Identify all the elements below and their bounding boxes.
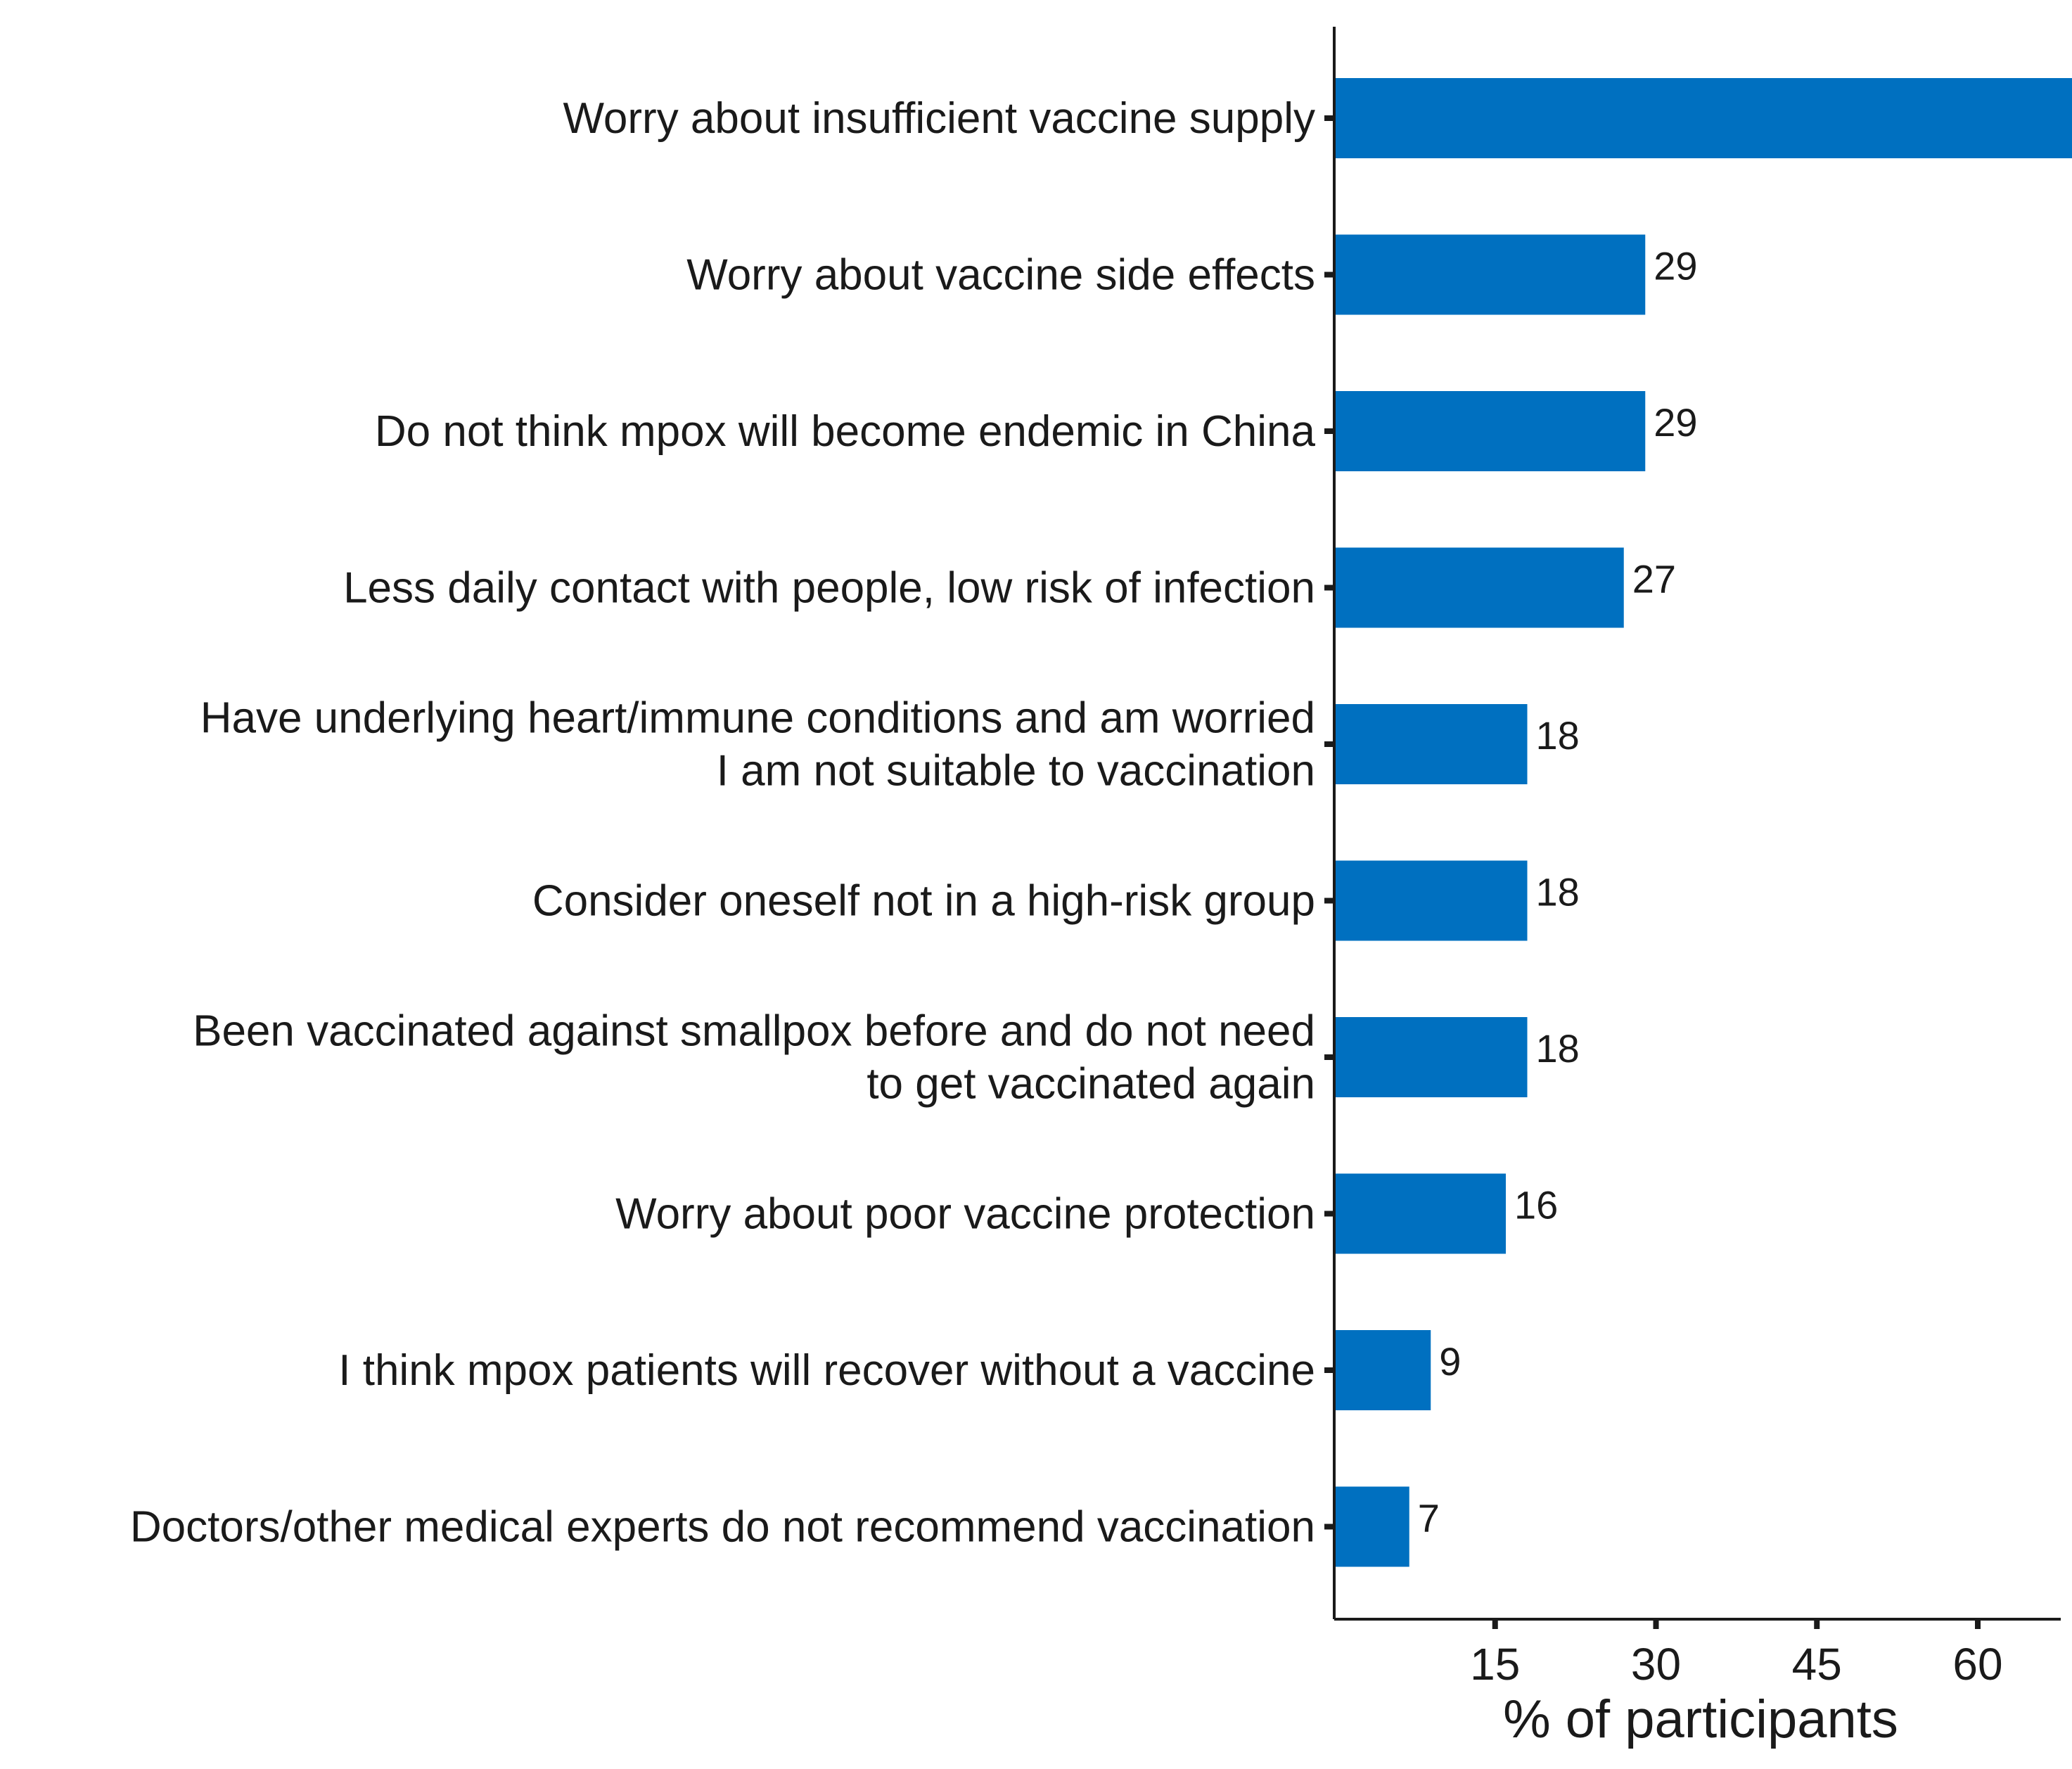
- value-label-4: 27: [1632, 557, 1676, 601]
- category-label-5: Have underlying heart/immune conditions …: [200, 694, 1315, 796]
- value-label-9: 9: [1439, 1339, 1461, 1384]
- bar-7: [1334, 1017, 1528, 1097]
- category-label-10: Doctors/other medical experts do not rec…: [130, 1503, 1315, 1552]
- category-label-8: Worry about poor vaccine protection: [615, 1190, 1315, 1239]
- value-label-5: 18: [1536, 713, 1580, 758]
- value-label-8: 16: [1514, 1183, 1558, 1227]
- category-label-line: I am not suitable to vaccination: [717, 747, 1315, 796]
- bar-3: [1334, 391, 1646, 471]
- category-label-line: Have underlying heart/immune conditions …: [200, 694, 1315, 743]
- category-label-line: Doctors/other medical experts do not rec…: [130, 1503, 1315, 1552]
- category-labels: Worry about insufficient vaccine supply W…: [130, 94, 1316, 1552]
- category-label-line: Worry about poor vaccine protection: [615, 1190, 1315, 1239]
- category-label-3: Do not think mpox will become endemic in…: [375, 407, 1316, 456]
- category-label-line: Consider oneself not in a high-risk grou…: [532, 877, 1315, 926]
- category-label-line: Do not think mpox will become endemic in…: [375, 407, 1316, 456]
- category-label-9: I think mpox patients will recover witho…: [338, 1346, 1315, 1395]
- value-label-3: 29: [1654, 400, 1697, 445]
- x-axis-ticks: 153045607590: [1324, 115, 2003, 1690]
- category-label-2: Worry about vaccine side effects: [686, 251, 1315, 300]
- x-tick-label-15: 15: [1470, 1639, 1520, 1690]
- bar-8: [1334, 1173, 1506, 1254]
- category-label-6: Consider oneself not in a high-risk grou…: [532, 877, 1315, 926]
- value-label-10: 7: [1418, 1496, 1440, 1540]
- category-label-7: Been vaccinated against smallpox before …: [193, 1007, 1315, 1109]
- bar-1: [1334, 78, 2072, 158]
- bar-5: [1334, 704, 1528, 784]
- category-label-4: Less daily contact with people, low risk…: [343, 564, 1315, 613]
- category-label-1: Worry about insufficient vaccine supply: [563, 94, 1315, 143]
- x-tick-label-30: 30: [1631, 1639, 1681, 1690]
- category-label-line: to get vaccinated again: [866, 1060, 1315, 1109]
- value-labels: 822929271818181697: [1418, 244, 1698, 1540]
- x-tick-label-45: 45: [1792, 1639, 1842, 1690]
- bars-layer: [1334, 78, 2072, 1567]
- category-label-line: Less daily contact with people, low risk…: [343, 564, 1315, 613]
- category-label-line: I think mpox patients will recover witho…: [338, 1346, 1315, 1395]
- bar-10: [1334, 1486, 1409, 1567]
- value-label-2: 29: [1654, 244, 1697, 288]
- x-tick-label-60: 60: [1952, 1639, 2002, 1690]
- value-label-7: 18: [1536, 1026, 1580, 1071]
- value-label-6: 18: [1536, 870, 1580, 914]
- bar-4: [1334, 547, 1624, 628]
- bar-2: [1334, 234, 1646, 315]
- bar-9: [1334, 1330, 1431, 1410]
- category-label-line: Been vaccinated against smallpox before …: [193, 1007, 1315, 1056]
- category-label-line: Worry about insufficient vaccine supply: [563, 94, 1315, 143]
- x-axis-title: % of participants: [1503, 1690, 1898, 1749]
- category-label-line: Worry about vaccine side effects: [686, 251, 1315, 300]
- bar-6: [1334, 860, 1528, 941]
